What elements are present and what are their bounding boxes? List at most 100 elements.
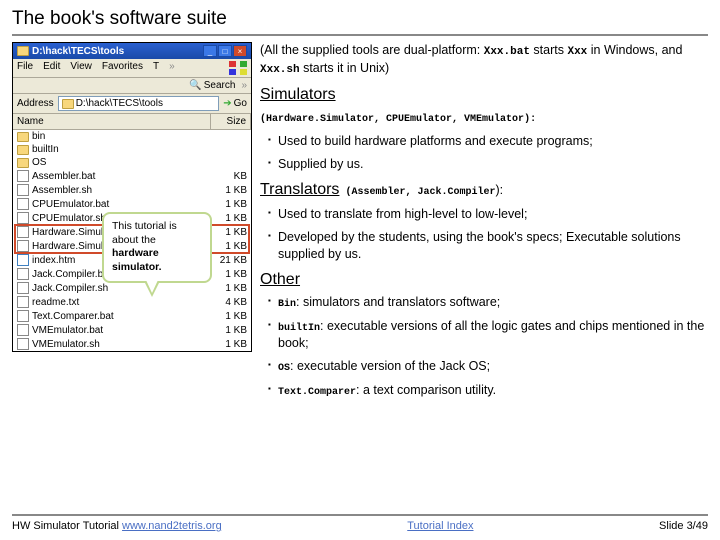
file-name: bin <box>32 131 45 142</box>
file-name: CPUEmulator.sh <box>32 213 106 224</box>
address-bar: Address D:\hack\TECS\tools ➔ Go <box>13 94 251 114</box>
bullet: Bin: simulators and translators software… <box>268 294 708 312</box>
sh-icon <box>17 184 29 196</box>
search-label: Search <box>204 80 236 91</box>
file-size: 1 KB <box>207 325 247 336</box>
file-size: 4 KB <box>207 297 247 308</box>
file-row[interactable]: Assembler.bat KB <box>13 169 251 183</box>
list-header: Name Size <box>13 114 251 130</box>
file-row[interactable]: builtIn <box>13 143 251 156</box>
bat-icon <box>17 268 29 280</box>
col-size[interactable]: Size <box>211 114 251 129</box>
explorer-window: D:\hack\TECS\tools _ □ × File Edit View … <box>12 42 252 352</box>
file-row[interactable]: readme.txt 4 KB <box>13 295 251 309</box>
bullet: OS: executable version of the Jack OS; <box>268 358 708 376</box>
file-size: 21 KB <box>207 255 247 266</box>
file-name: Jack.Compiler.sh <box>32 283 108 294</box>
folder-icon <box>17 145 29 155</box>
file-row[interactable]: bin <box>13 130 251 143</box>
window-titlebar: D:\hack\TECS\tools _ □ × <box>13 43 251 59</box>
callout-line: hardware <box>112 247 159 259</box>
menu-bar: File Edit View Favorites T » <box>13 59 251 78</box>
file-size: 1 KB <box>207 213 247 224</box>
bullet: Used to translate from high-level to low… <box>268 206 708 223</box>
toolbar-overflow[interactable]: » <box>241 80 247 91</box>
go-icon: ➔ <box>223 98 231 109</box>
bullet: Used to build hardware platforms and exe… <box>268 133 708 150</box>
file-name: builtIn <box>32 144 59 155</box>
file-row[interactable]: Text.Comparer.bat 1 KB <box>13 309 251 323</box>
sh-icon <box>17 282 29 294</box>
slide-number: Slide 3/49 <box>659 520 708 532</box>
minimize-button[interactable]: _ <box>203 45 217 57</box>
txt-icon <box>17 296 29 308</box>
file-row[interactable]: OS <box>13 156 251 169</box>
file-size: 1 KB <box>207 311 247 322</box>
menu-view[interactable]: View <box>70 61 92 75</box>
file-size: 1 KB <box>207 283 247 294</box>
callout-line: simulator. <box>112 261 162 273</box>
simulators-sub: (Hardware.Simulator, CPUEmulator, VMEmul… <box>260 109 708 127</box>
go-label: Go <box>234 98 247 109</box>
file-size: KB <box>207 171 247 182</box>
file-size: 1 KB <box>207 269 247 280</box>
windows-logo-icon <box>229 61 247 75</box>
toolbar: 🔍 Search » <box>13 78 251 94</box>
file-row[interactable]: CPUEmulator.bat 1 KB <box>13 197 251 211</box>
footer-left: HW Simulator Tutorial www.nand2tetris.or… <box>12 520 222 532</box>
file-row[interactable]: Assembler.sh 1 KB <box>13 183 251 197</box>
heading-other: Other <box>260 269 708 291</box>
right-column: (All the supplied tools are dual-platfor… <box>260 42 708 405</box>
file-row[interactable]: VMEmulator.bat 1 KB <box>13 323 251 337</box>
file-name: VMEmulator.sh <box>32 339 100 350</box>
file-name: CPUEmulator.bat <box>32 199 109 210</box>
folder-icon <box>62 99 74 109</box>
menu-file[interactable]: File <box>17 61 33 75</box>
file-row[interactable]: VMEmulator.sh1 KB <box>13 337 251 351</box>
intro-text: (All the supplied tools are dual-platfor… <box>260 42 708 78</box>
bat-icon <box>17 170 29 182</box>
file-name: index.htm <box>32 255 75 266</box>
col-name[interactable]: Name <box>13 114 211 129</box>
footer-link[interactable]: www.nand2tetris.org <box>122 520 222 532</box>
close-button[interactable]: × <box>233 45 247 57</box>
callout-line: This tutorial is <box>112 220 177 232</box>
address-input[interactable]: D:\hack\TECS\tools <box>58 96 220 111</box>
bullet: Supplied by us. <box>268 156 708 173</box>
heading-translators: Translators <box>260 181 339 198</box>
callout-line: about the <box>112 234 156 246</box>
slide-title: The book's software suite <box>12 8 708 30</box>
address-label: Address <box>17 98 54 109</box>
address-value: D:\hack\TECS\tools <box>76 98 163 109</box>
menu-overflow[interactable]: » <box>169 61 175 75</box>
callout-bubble: This tutorial is about the hardware simu… <box>102 212 212 283</box>
bat-icon <box>17 324 29 336</box>
bat-icon <box>17 310 29 322</box>
file-size: 1 KB <box>207 185 247 196</box>
go-button[interactable]: ➔ Go <box>223 98 247 109</box>
file-name: Assembler.bat <box>32 171 95 182</box>
bat-icon <box>17 198 29 210</box>
folder-icon <box>17 132 29 142</box>
folder-icon <box>17 46 29 56</box>
file-row[interactable]: Jack.Compiler.sh 1 KB <box>13 281 251 295</box>
menu-edit[interactable]: Edit <box>43 61 60 75</box>
search-button[interactable]: 🔍 Search <box>189 80 235 91</box>
menu-favorites[interactable]: Favorites <box>102 61 143 75</box>
window-title-text: D:\hack\TECS\tools <box>32 46 124 57</box>
bullet: Developed by the students, using the boo… <box>268 229 708 263</box>
file-name: Text.Comparer.bat <box>32 311 114 322</box>
file-name: VMEmulator.bat <box>32 325 103 336</box>
heading-simulators: Simulators <box>260 84 708 106</box>
menu-tools[interactable]: T <box>153 61 159 75</box>
maximize-button[interactable]: □ <box>218 45 232 57</box>
sh-icon <box>17 212 29 224</box>
file-name: readme.txt <box>32 297 79 308</box>
tutorial-index-link[interactable]: Tutorial Index <box>407 520 473 532</box>
sh-icon <box>17 338 29 350</box>
file-name: Jack.Compiler.bat <box>32 269 111 280</box>
bullet: builtIn: executable versions of all the … <box>268 318 708 352</box>
file-name: OS <box>32 157 46 168</box>
file-size: 1 KB <box>207 199 247 210</box>
file-name: Assembler.sh <box>32 185 92 196</box>
